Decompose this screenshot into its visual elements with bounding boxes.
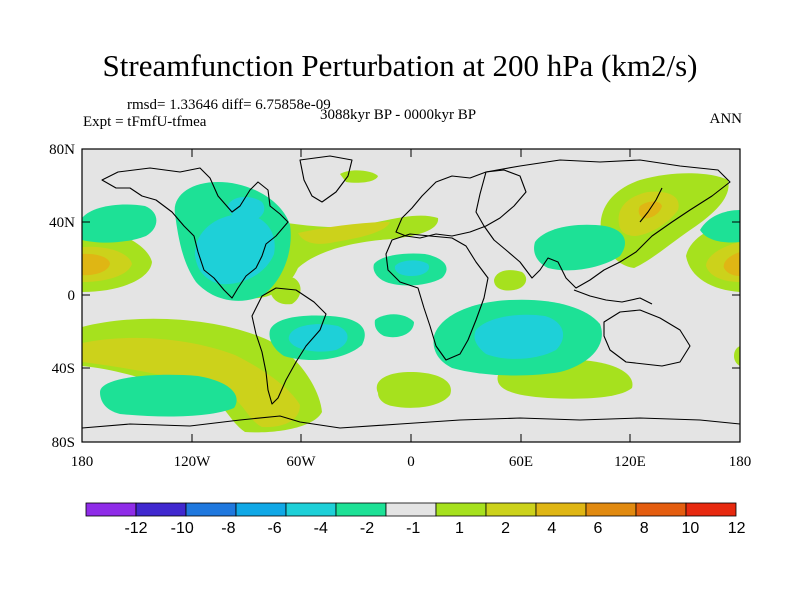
lat-label-eq: 0 [68, 288, 76, 304]
contour-positive-core [82, 253, 110, 276]
colorbar-swatch [535, 502, 587, 517]
colorbar: -12 -10 -8 -6 -4 -2 -1 1 2 4 6 8 10 12 [85, 502, 746, 537]
lon-label-120e: 120E [614, 454, 646, 470]
colorbar-label: -10 [171, 520, 194, 537]
coastline-australia [603, 309, 691, 367]
coastline-africa [385, 233, 489, 361]
contour-negative-core [228, 196, 265, 222]
colorbar-swatch [285, 502, 337, 517]
contour-positive-region [376, 372, 451, 408]
coastline-south-america [251, 287, 327, 405]
contour-negative-core [394, 260, 430, 276]
period-label: 3088kyr BP - 0000kyr BP [320, 107, 477, 123]
contour-fill-layer [82, 170, 740, 433]
map-title: Streamfunction Perturbation at 200 hPa (… [102, 48, 698, 83]
contour-positive-core [638, 201, 662, 219]
colorbar-label: 4 [547, 520, 556, 537]
colorbar-label: -4 [314, 520, 328, 537]
contour-negative-core [474, 314, 564, 359]
lon-label-120w: 120W [174, 454, 212, 470]
contour-negative-region [82, 204, 157, 243]
colorbar-label: -6 [267, 520, 281, 537]
coastline-antarctica [82, 415, 740, 429]
contour-positive-core [298, 222, 390, 244]
colorbar-label: 8 [640, 520, 649, 537]
colorbar-swatch [435, 502, 487, 517]
contour-positive-core [723, 252, 740, 276]
lon-label-60e: 60E [509, 454, 533, 470]
coastline-indonesia [573, 289, 653, 305]
stats-label: rmsd= 1.33646 diff= 6.75858e-09 [127, 97, 331, 113]
lat-ticks [82, 148, 740, 443]
contour-positive-region [494, 270, 527, 291]
contour-negative-region [100, 374, 237, 417]
colorbar-label: -1 [406, 520, 420, 537]
contour-positive-region [269, 276, 301, 305]
colorbar-swatch [635, 502, 687, 517]
colorbar-swatch [385, 502, 437, 517]
coastline-europe [395, 169, 527, 239]
colorbar-swatch [185, 502, 237, 517]
colorbar-swatch [235, 502, 287, 517]
colorbar-swatch [585, 502, 637, 517]
lat-label-40s: 40S [52, 361, 75, 377]
colorbar-swatch [685, 502, 737, 517]
colorbar-label: 1 [455, 520, 464, 537]
colorbar-label: -12 [124, 520, 147, 537]
colorbar-swatch [485, 502, 537, 517]
contour-negative-region [534, 224, 625, 271]
contour-positive-region [734, 346, 740, 366]
lat-label-80s: 80S [52, 435, 75, 451]
experiment-label: Expt = tFmfU-tfmea [83, 114, 207, 130]
coastlines [82, 155, 740, 429]
contour-negative-core [195, 214, 275, 285]
colorbar-swatch [335, 502, 387, 517]
lat-label-40n: 40N [49, 215, 75, 231]
lon-label-0: 0 [407, 454, 415, 470]
coastline-japan [639, 187, 663, 223]
colorbar-label: -2 [360, 520, 374, 537]
lon-label-180w: 180 [71, 454, 94, 470]
contour-positive-core [82, 337, 300, 428]
coastline-north-america [101, 167, 289, 299]
colorbar-label: 6 [594, 520, 603, 537]
colorbar-label: 2 [501, 520, 510, 537]
lat-label-80n: 80N [49, 142, 75, 158]
colorbar-label: -8 [221, 520, 235, 537]
colorbar-label: 10 [682, 520, 700, 537]
contour-negative-core [288, 324, 348, 352]
coastline-greenland [299, 155, 353, 203]
season-label: ANN [709, 111, 743, 127]
contour-negative-region [700, 210, 740, 243]
colorbar-label: 12 [728, 520, 746, 537]
contour-positive-region [340, 170, 378, 183]
contour-negative-region [374, 314, 414, 338]
lon-label-180e: 180 [729, 454, 752, 470]
contour-positive-core [255, 378, 290, 416]
colorbar-swatch [85, 502, 137, 517]
lon-ticks [191, 149, 631, 442]
colorbar-swatch [135, 502, 187, 517]
lon-label-60w: 60W [286, 454, 316, 470]
coastline-asia [475, 159, 731, 289]
